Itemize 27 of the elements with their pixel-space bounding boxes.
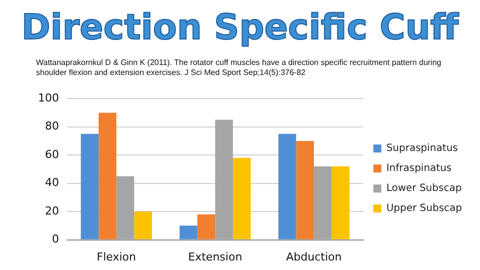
x-tick-label: Extension xyxy=(188,250,242,264)
legend-label: Supraspinatus xyxy=(386,143,458,154)
text: Wattanaprakornkul D & Ginn K (2011). The rotator cuff muscles have a direction specific recruitment pattern during shoulder flexion and extension exercises. J Sci Med Sport Sep;14(5):376-82 xyxy=(36,58,442,78)
bar xyxy=(116,176,134,240)
bar xyxy=(80,134,99,240)
y-tick-label: 0 xyxy=(52,232,59,246)
bar xyxy=(278,134,296,240)
bar xyxy=(180,226,198,240)
bar xyxy=(232,158,251,240)
y-tick-label: 20 xyxy=(44,204,59,218)
bar xyxy=(314,166,332,240)
bar xyxy=(332,166,350,240)
x-tick-label: Abduction xyxy=(286,250,342,264)
bar xyxy=(215,120,233,240)
x-tick-label: Flexion xyxy=(96,250,136,264)
bar xyxy=(134,212,152,240)
legend-label: Lower Subscap xyxy=(386,183,462,194)
bar xyxy=(197,214,216,240)
y-tick-label: 60 xyxy=(44,148,59,161)
y-tick-label: 100 xyxy=(38,91,59,104)
bar xyxy=(98,112,116,240)
y-tick-label: 80 xyxy=(44,120,59,133)
chart-title: Direction Specific Cuff xyxy=(20,7,460,50)
legend-label: Upper Subscap xyxy=(386,203,462,214)
bar xyxy=(296,140,314,240)
y-tick-label: 40 xyxy=(44,176,59,190)
legend-label: Infraspinatus xyxy=(386,163,452,174)
